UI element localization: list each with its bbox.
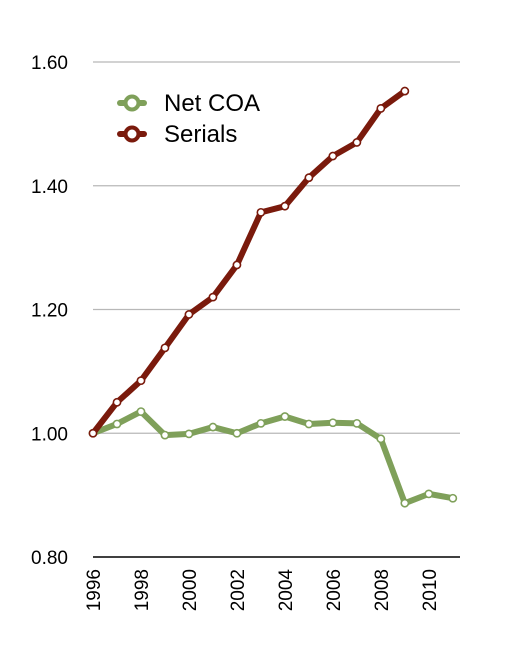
data-point-serials (112, 397, 122, 407)
data-point-net-coa (424, 489, 434, 499)
data-point-net-coa (304, 419, 314, 429)
x-tick-label: 2000 (180, 569, 201, 611)
data-point-serials (160, 343, 170, 353)
y-tick-label: 1.40 (31, 177, 68, 198)
data-point-net-coa (232, 428, 242, 438)
data-point-serials (376, 104, 386, 113)
series-line-serials (90, 88, 408, 437)
data-point-net-coa (112, 419, 122, 429)
data-point-net-coa (448, 493, 458, 503)
data-point-serials (304, 173, 314, 183)
grid-lines (93, 61, 460, 434)
legend: Net COA Serials (117, 90, 260, 148)
data-point-serials (328, 151, 338, 161)
x-tick-label: 2008 (372, 569, 393, 611)
data-point-net-coa (376, 434, 386, 444)
data-point-serials (184, 310, 194, 319)
legend-marker-serials (123, 125, 141, 143)
data-point-serials (256, 207, 266, 217)
x-tick-label: 1996 (84, 569, 105, 611)
x-tick-label: 1998 (132, 569, 153, 611)
data-point-net-coa (256, 418, 266, 428)
data-point-serials (280, 201, 290, 211)
x-tick-label: 2004 (276, 569, 297, 612)
data-point-net-coa (160, 430, 170, 440)
data-point-net-coa (400, 498, 410, 508)
x-tick-label: 2006 (324, 569, 345, 611)
y-tick-label: 1.60 (31, 53, 68, 74)
data-point-net-coa (208, 422, 218, 432)
data-point-net-coa (184, 429, 194, 439)
y-tick-labels: 0.80 1.00 1.20 1.40 1.60 (31, 53, 68, 569)
series-line-net-coa (90, 408, 456, 507)
series-group (88, 86, 458, 508)
legend-label-serials: Serials (164, 121, 237, 148)
legend-label-net-coa: Net COA (164, 90, 260, 117)
data-point-serials (136, 376, 146, 386)
legend-marker-net-coa (123, 94, 141, 112)
data-point-serials (208, 292, 218, 302)
data-point-serials (400, 86, 410, 96)
data-point-serials (232, 260, 242, 270)
y-tick-label: 1.00 (31, 424, 68, 445)
data-point-net-coa (328, 418, 338, 428)
data-point-net-coa (280, 412, 290, 421)
data-point-serials (88, 428, 98, 438)
data-point-net-coa (136, 407, 146, 416)
data-point-net-coa (352, 418, 362, 428)
y-tick-label: 1.20 (31, 301, 68, 322)
data-point-serials (352, 138, 362, 147)
y-tick-label: 0.80 (31, 548, 68, 569)
x-tick-label: 2002 (228, 569, 249, 611)
x-tick-label: 2010 (420, 569, 441, 611)
x-tick-labels: 1996 1998 2000 2002 2004 2006 2008 2010 (84, 569, 441, 612)
